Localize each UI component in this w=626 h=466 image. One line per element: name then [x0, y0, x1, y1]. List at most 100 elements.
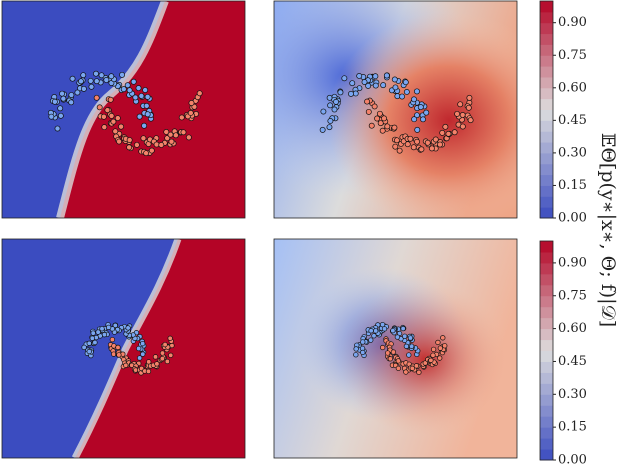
colorbar-label: 𝔼Θ[p(y∗|x∗, Θ; f)|𝒟] — [597, 133, 619, 327]
colorbar-band — [540, 306, 553, 319]
point — [135, 85, 142, 92]
colorbar-band — [540, 383, 553, 395]
point — [57, 105, 64, 112]
point — [80, 85, 87, 92]
point — [140, 340, 146, 347]
point — [136, 355, 143, 361]
point — [451, 129, 458, 136]
point — [442, 123, 449, 130]
point — [143, 150, 150, 157]
colorbar-tick-label: 0.30 — [558, 145, 587, 160]
point — [133, 141, 140, 148]
point — [81, 344, 87, 351]
point — [327, 102, 334, 109]
point — [391, 76, 398, 83]
point — [172, 132, 179, 139]
colorbar-band — [540, 196, 553, 208]
point — [373, 328, 379, 334]
colorbar-band — [540, 405, 553, 417]
colorbar-band — [540, 44, 553, 56]
point — [167, 335, 173, 341]
colorbar-band — [540, 328, 553, 341]
colorbar-band — [540, 317, 553, 330]
point — [68, 99, 75, 106]
point — [48, 113, 55, 120]
colorbar-band — [540, 372, 553, 384]
point — [356, 73, 363, 79]
point — [445, 130, 452, 137]
colorbar-band — [540, 361, 553, 373]
point — [414, 126, 421, 133]
colorbar-band — [540, 109, 553, 121]
colorbar-band — [540, 449, 553, 461]
point — [457, 101, 464, 108]
point — [465, 104, 472, 111]
point — [361, 79, 368, 85]
point — [158, 142, 165, 148]
colorbar-tick-label: 0.75 — [558, 288, 587, 303]
colorbar-band — [540, 284, 553, 297]
point — [126, 137, 133, 143]
point — [402, 333, 408, 339]
point — [108, 73, 115, 80]
colorbar-band — [540, 339, 553, 351]
point — [387, 356, 393, 362]
point — [413, 88, 420, 95]
point — [141, 122, 148, 129]
colorbar-tick-label: 0.30 — [558, 387, 587, 402]
point — [365, 82, 372, 89]
point — [140, 351, 146, 357]
point — [124, 82, 131, 89]
point — [418, 146, 425, 153]
colorbar-tick-label: 0.90 — [558, 15, 587, 30]
point — [384, 123, 391, 130]
colorbar-tick-label: 0.15 — [558, 420, 587, 435]
point — [51, 98, 58, 105]
point — [87, 77, 94, 84]
point — [115, 344, 121, 351]
point — [396, 147, 403, 154]
point — [90, 330, 96, 336]
point — [168, 138, 175, 145]
point — [60, 95, 67, 102]
point — [144, 111, 151, 118]
point — [341, 75, 348, 82]
point — [105, 324, 112, 330]
colorbar-band — [540, 174, 553, 186]
point — [413, 363, 420, 369]
point — [136, 113, 143, 120]
point — [104, 107, 111, 114]
point — [163, 129, 170, 135]
point — [159, 350, 166, 356]
point — [466, 94, 473, 101]
point — [414, 138, 420, 145]
point — [365, 108, 372, 115]
point — [148, 147, 155, 154]
point — [371, 333, 377, 339]
point — [196, 90, 203, 97]
point — [92, 339, 98, 346]
colorbar-frame — [539, 240, 554, 461]
point — [143, 102, 150, 109]
point — [116, 352, 122, 358]
point — [101, 124, 108, 131]
point — [407, 335, 414, 341]
point — [437, 345, 443, 351]
point — [430, 352, 436, 358]
colorbar-band — [540, 295, 553, 308]
point — [428, 357, 434, 363]
colorbar-band — [540, 55, 553, 67]
point — [178, 114, 185, 121]
colorbar-tick-label: 0.60 — [558, 80, 587, 95]
point — [146, 359, 152, 365]
point — [454, 110, 461, 117]
colorbar-band — [540, 98, 553, 110]
point — [188, 100, 195, 106]
colorbar-band — [540, 251, 553, 264]
point — [409, 365, 415, 371]
point — [410, 144, 417, 151]
point — [402, 79, 409, 86]
colorbar-band — [540, 1, 553, 13]
point — [353, 352, 359, 358]
point — [437, 141, 443, 148]
